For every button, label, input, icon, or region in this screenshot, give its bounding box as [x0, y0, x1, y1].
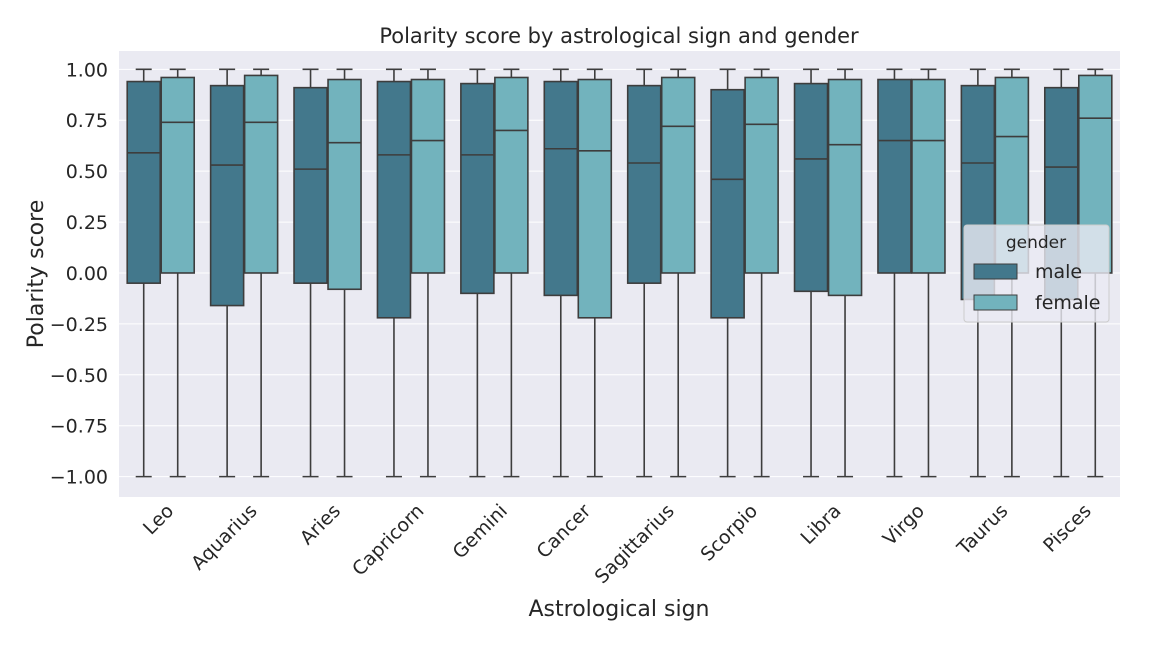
box-body — [209, 84, 245, 307]
box-male-sagittarius — [626, 68, 662, 478]
legend-label-male: male — [1035, 261, 1082, 283]
box-female-aquarius — [243, 68, 279, 478]
box-male-aquarius — [209, 68, 245, 478]
x-tick-label: Libra — [797, 500, 846, 549]
y-tick-label: −0.75 — [50, 416, 108, 438]
box-body — [543, 80, 579, 297]
box-body — [410, 78, 446, 274]
box-body — [126, 80, 162, 284]
box-body — [494, 76, 529, 274]
y-axis-title: Polarity score — [24, 200, 49, 348]
box-body — [660, 76, 696, 274]
y-tick-label: 1.00 — [66, 59, 108, 81]
legend-swatch-female — [973, 294, 1018, 311]
box-male-cancer — [543, 68, 579, 478]
box-female-sagittarius — [660, 68, 696, 478]
box-male-virgo — [877, 68, 912, 478]
box-body — [293, 86, 328, 284]
box-male-libra — [793, 68, 829, 478]
box-female-libra — [827, 68, 863, 478]
y-tick-label: 0.00 — [66, 263, 108, 285]
box-female-scorpio — [744, 68, 779, 478]
box-body — [376, 80, 412, 319]
x-tick-label: Leo — [139, 500, 178, 539]
x-axis-title: Astrological sign — [529, 597, 710, 622]
y-tick-label: −0.50 — [50, 365, 108, 387]
box-male-scorpio — [710, 68, 745, 478]
y-tick-label: −1.00 — [50, 467, 108, 489]
grid-lines — [119, 68, 1120, 478]
box-body — [577, 78, 613, 319]
y-tick-label: 0.50 — [66, 161, 108, 183]
x-tick-label: Sagittarius — [591, 500, 679, 588]
box-body — [911, 78, 946, 274]
x-axis-ticks: Leo Aquarius Aries Capricorn Gemini CancerSag… — [139, 500, 1096, 588]
box-body — [744, 76, 779, 274]
box-body — [626, 84, 662, 284]
x-tick-label: Pisces — [1039, 500, 1096, 557]
box-body — [793, 82, 829, 293]
y-tick-label: −0.25 — [50, 314, 108, 336]
box-body — [327, 78, 362, 291]
chart-title: Polarity score by astrological sign and … — [379, 24, 859, 48]
legend: gender male female — [963, 224, 1110, 323]
box-male-leo — [126, 68, 162, 478]
x-tick-label: Capricorn — [348, 500, 428, 580]
y-tick-label: 0.25 — [66, 212, 108, 234]
x-tick-label: Virgo — [879, 500, 929, 550]
box-male-aries — [293, 68, 328, 478]
x-tick-label: Gemini — [449, 500, 512, 563]
box-body — [243, 74, 279, 274]
box-male-capricorn — [376, 68, 412, 478]
plot-background — [119, 51, 1120, 497]
box-body — [460, 82, 495, 295]
box-female-cancer — [577, 68, 613, 478]
x-tick-label: Cancer — [532, 500, 595, 563]
box-male-gemini — [460, 68, 495, 478]
y-axis-ticks: −1.00 −0.75 −0.50 −0.25 0.00 0.25 0.50 0.75 1.00 — [50, 59, 108, 488]
legend-swatch-male — [973, 263, 1018, 280]
box-female-virgo — [911, 68, 946, 478]
box-body — [827, 78, 863, 297]
box-body — [710, 88, 745, 319]
box-body — [160, 76, 196, 274]
x-tick-label: Scorpio — [696, 500, 762, 566]
box-female-leo — [160, 68, 196, 478]
x-tick-label: Taurus — [952, 500, 1012, 560]
box-female-capricorn — [410, 68, 446, 478]
y-tick-label: 0.75 — [66, 110, 108, 132]
box-body — [877, 78, 912, 274]
box-female-gemini — [494, 68, 529, 478]
x-tick-label: Aquarius — [187, 500, 262, 575]
x-tick-label: Aries — [296, 500, 345, 549]
box-female-aries — [327, 68, 362, 478]
legend-title: gender — [1006, 233, 1066, 253]
legend-label-female: female — [1035, 292, 1101, 314]
